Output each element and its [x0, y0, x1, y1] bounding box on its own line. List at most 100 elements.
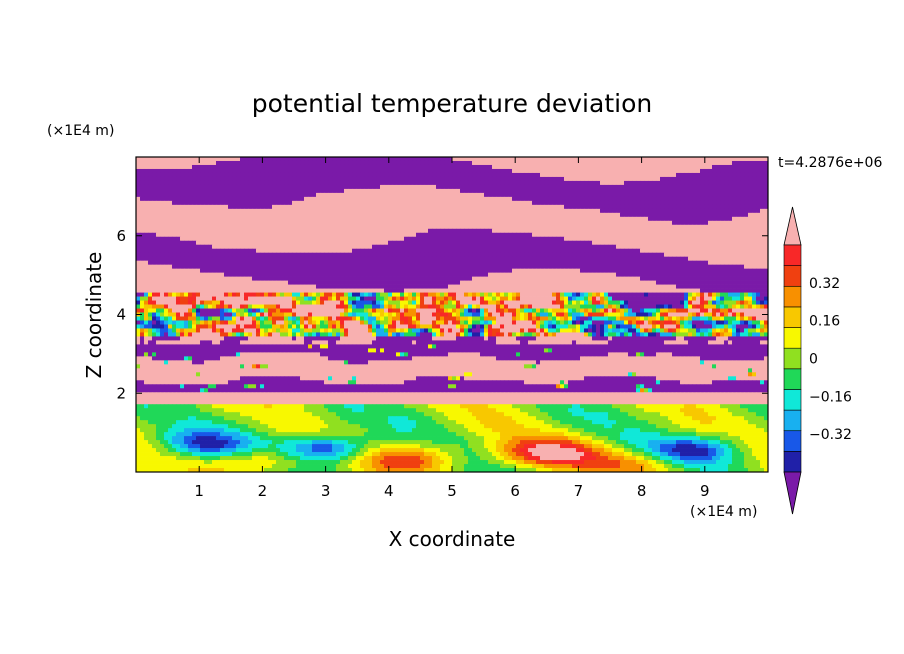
heatmap-cell: [268, 224, 273, 230]
heatmap-cell: [700, 268, 705, 273]
heatmap-cell: [464, 196, 469, 202]
heatmap-cell: [188, 212, 193, 218]
heatmap-cell: [188, 260, 193, 266]
heatmap-cell: [604, 160, 609, 166]
heatmap-cell: [592, 188, 597, 194]
heatmap-cell: [688, 224, 693, 230]
heatmap-cell: [152, 160, 157, 166]
heatmap-cell: [544, 220, 549, 226]
heatmap-cell: [672, 272, 677, 277]
heatmap-cell: [548, 224, 553, 230]
heatmap-cell: [272, 240, 277, 246]
heatmap-cell: [740, 240, 745, 246]
heatmap-cell: [192, 180, 197, 186]
heatmap-cell: [720, 256, 725, 262]
heatmap-cell: [396, 172, 401, 178]
heatmap-cell: [144, 196, 149, 202]
heatmap-cell: [240, 212, 245, 218]
heatmap-cell: [432, 200, 437, 206]
heatmap-cell: [636, 188, 641, 194]
heatmap-cell: [600, 244, 605, 250]
heatmap-cell: [732, 180, 737, 186]
heatmap-cell: [500, 216, 505, 222]
heatmap-cell: [540, 252, 545, 258]
heatmap-cell: [736, 172, 741, 178]
heatmap-cell: [376, 224, 381, 230]
heatmap-cell: [484, 180, 489, 186]
heatmap-cell: [676, 172, 681, 178]
heatmap-cell: [268, 220, 273, 226]
heatmap-cell: [192, 168, 197, 174]
heatmap-cell: [400, 224, 405, 230]
heatmap-cell: [520, 252, 525, 258]
heatmap-cell: [700, 240, 705, 246]
heatmap-cell: [240, 176, 245, 182]
heatmap-cell: [712, 196, 717, 202]
heatmap-cell: [488, 228, 493, 234]
heatmap-cell: [580, 264, 585, 269]
heatmap-cell: [332, 220, 337, 226]
heatmap-cell: [684, 272, 689, 277]
heatmap-cell: [388, 192, 393, 198]
heatmap-cell: [476, 184, 481, 190]
heatmap-cell: [756, 208, 761, 214]
heatmap-cell: [596, 276, 601, 281]
heatmap-cell: [680, 260, 685, 266]
heatmap-cell: [552, 240, 557, 246]
heatmap-cell: [156, 252, 161, 258]
heatmap-cell: [172, 272, 177, 277]
heatmap-cell: [232, 256, 237, 262]
heatmap-cell: [204, 236, 209, 242]
heatmap-cell: [432, 176, 437, 182]
heatmap-cell: [268, 268, 273, 273]
heatmap-cell: [648, 160, 653, 166]
heatmap-cell: [668, 256, 673, 262]
heatmap-cell: [272, 192, 277, 198]
heatmap-cell: [196, 188, 201, 194]
heatmap-cell: [628, 168, 633, 174]
heatmap-cell: [716, 256, 721, 262]
heatmap-cell: [196, 208, 201, 214]
heatmap-cell: [404, 256, 409, 262]
heatmap-cell: [336, 184, 341, 190]
heatmap-cell: [656, 180, 661, 186]
heatmap-cell: [724, 208, 729, 214]
heatmap-cell: [352, 204, 357, 210]
heatmap-cell: [568, 157, 573, 162]
heatmap-cell: [552, 236, 557, 242]
heatmap-cell: [740, 200, 745, 206]
heatmap-cell: [500, 240, 505, 246]
heatmap-cell: [688, 164, 693, 170]
heatmap-cell: [144, 208, 149, 214]
heatmap-cell: [216, 160, 221, 166]
heatmap-cell: [152, 256, 157, 262]
heatmap-cell: [136, 232, 141, 238]
heatmap-cell: [464, 200, 469, 206]
heatmap-cell: [336, 164, 341, 170]
heatmap-cell: [272, 260, 277, 266]
heatmap-cell: [668, 248, 673, 254]
heatmap-cell: [540, 272, 545, 277]
heatmap-cell: [440, 160, 445, 166]
heatmap-cell: [184, 272, 189, 277]
heatmap-cell: [456, 268, 461, 273]
heatmap-cell: [160, 176, 165, 182]
heatmap-cell: [732, 184, 737, 190]
heatmap-cell: [180, 204, 185, 210]
heatmap-cell: [312, 176, 317, 182]
heatmap-cell: [372, 260, 377, 266]
heatmap-cell: [492, 216, 497, 222]
heatmap-cell: [692, 188, 697, 194]
heatmap-cell: [380, 276, 385, 281]
heatmap-cell: [292, 160, 297, 166]
heatmap-cell: [624, 244, 629, 250]
heatmap-cell: [576, 240, 581, 246]
heatmap-cell: [264, 176, 269, 182]
heatmap-cell: [644, 208, 649, 214]
heatmap-cell: [692, 264, 697, 269]
heatmap-cell: [372, 204, 377, 210]
heatmap-cell: [664, 272, 669, 277]
heatmap-cell: [732, 236, 737, 242]
heatmap-cell: [644, 228, 649, 234]
heatmap-cell: [220, 280, 225, 285]
